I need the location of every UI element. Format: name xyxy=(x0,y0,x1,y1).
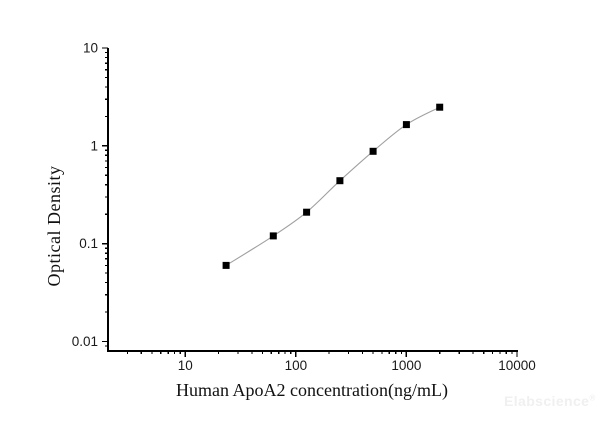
data-point xyxy=(269,232,277,240)
y-tick-label: 0.1 xyxy=(79,236,98,251)
watermark-text: Elabscience xyxy=(504,393,590,409)
y-tick-label: 0.01 xyxy=(72,334,98,349)
x-axis-title: Human ApoA2 concentration(ng/mL) xyxy=(176,380,448,401)
data-point xyxy=(222,261,230,269)
data-point xyxy=(369,147,377,155)
y-axis-title: Optical Density xyxy=(44,166,64,287)
x-tick-label: 10000 xyxy=(498,358,536,373)
data-point xyxy=(303,208,311,216)
watermark-logo: Elabscience® xyxy=(504,393,596,409)
watermark-registered-mark: ® xyxy=(589,393,596,403)
y-tick-label: 10 xyxy=(83,41,98,56)
y-tick-label: 1 xyxy=(90,138,98,153)
x-tick-label: 100 xyxy=(285,358,308,373)
data-point xyxy=(436,103,444,111)
data-point xyxy=(402,121,410,129)
fit-curve xyxy=(225,106,440,266)
x-tick-label: 10 xyxy=(178,358,193,373)
data-point xyxy=(336,177,344,185)
x-tick-label: 1000 xyxy=(391,358,421,373)
